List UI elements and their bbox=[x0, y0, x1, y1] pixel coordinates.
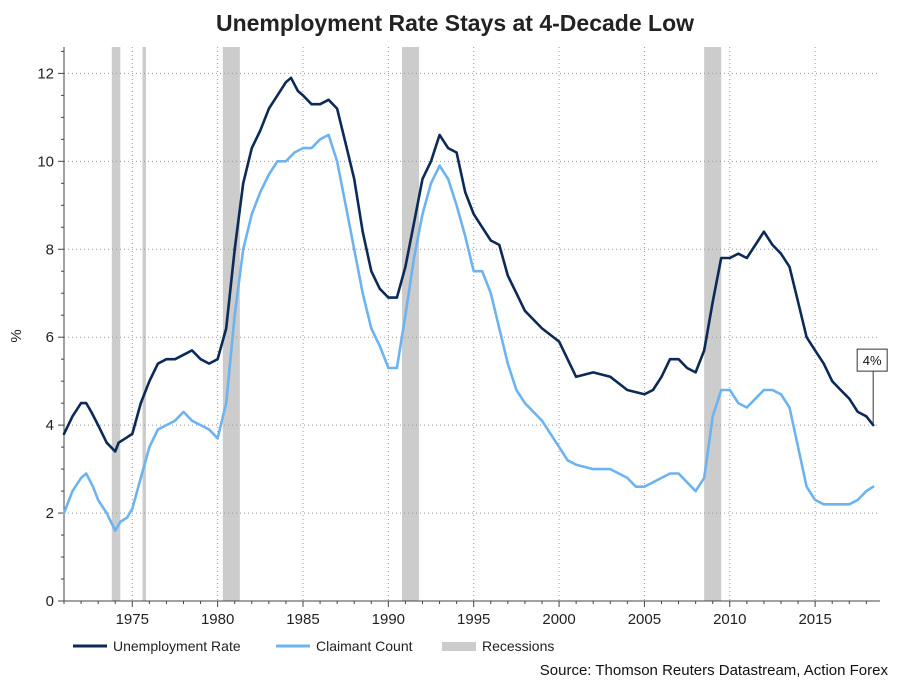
y-tick-label: 8 bbox=[46, 241, 54, 258]
recession-band bbox=[111, 47, 121, 601]
y-tick-label: 10 bbox=[37, 153, 54, 170]
legend-label-claimant: Claimant Count bbox=[316, 638, 413, 654]
legend-label-recession: Recessions bbox=[482, 638, 554, 654]
x-tick-label: 2005 bbox=[628, 611, 661, 628]
x-tick-label: 1995 bbox=[457, 611, 490, 628]
series-lines bbox=[62, 76, 875, 533]
legend-swatch-recession bbox=[442, 642, 476, 651]
y-tick-label: 12 bbox=[37, 65, 54, 82]
x-tick-label: 2015 bbox=[798, 611, 831, 628]
y-axis-label: % bbox=[8, 329, 25, 342]
y-tick-label: 0 bbox=[46, 593, 54, 610]
recession-bands bbox=[111, 47, 722, 601]
y-tick-label: 4 bbox=[46, 417, 54, 434]
legend: Unemployment Rate Claimant Count Recessi… bbox=[73, 638, 554, 654]
chart-title: Unemployment Rate Stays at 4-Decade Low bbox=[216, 10, 694, 36]
latest-value-callout: 4% bbox=[856, 348, 888, 424]
x-tick-label: 1975 bbox=[116, 611, 149, 628]
x-tick-label: 1985 bbox=[286, 611, 319, 628]
source-note: Source: Thomson Reuters Datastream, Acti… bbox=[540, 662, 889, 679]
recession-band bbox=[222, 47, 240, 601]
x-tick-label: 2010 bbox=[713, 611, 746, 628]
y-tick-label: 2 bbox=[46, 505, 54, 522]
legend-label-unemployment: Unemployment Rate bbox=[113, 638, 241, 654]
recession-band bbox=[142, 47, 146, 601]
series-line-unemployment bbox=[62, 76, 875, 453]
x-tick-label: 2000 bbox=[542, 611, 575, 628]
callout-box bbox=[856, 348, 888, 372]
x-tick-label: 1980 bbox=[201, 611, 234, 628]
gridlines bbox=[64, 47, 880, 601]
axes: 0 2 4 6 8 10 12 1975 1980 1985 1990 1995 2000 2005 201… bbox=[37, 47, 880, 628]
x-tick-label: 1990 bbox=[372, 611, 405, 628]
series-line-claimant bbox=[62, 133, 875, 533]
y-tick-label: 6 bbox=[46, 329, 54, 346]
recession-band bbox=[704, 47, 722, 601]
recession-band bbox=[402, 47, 420, 601]
callout-label: 4% bbox=[863, 353, 882, 368]
